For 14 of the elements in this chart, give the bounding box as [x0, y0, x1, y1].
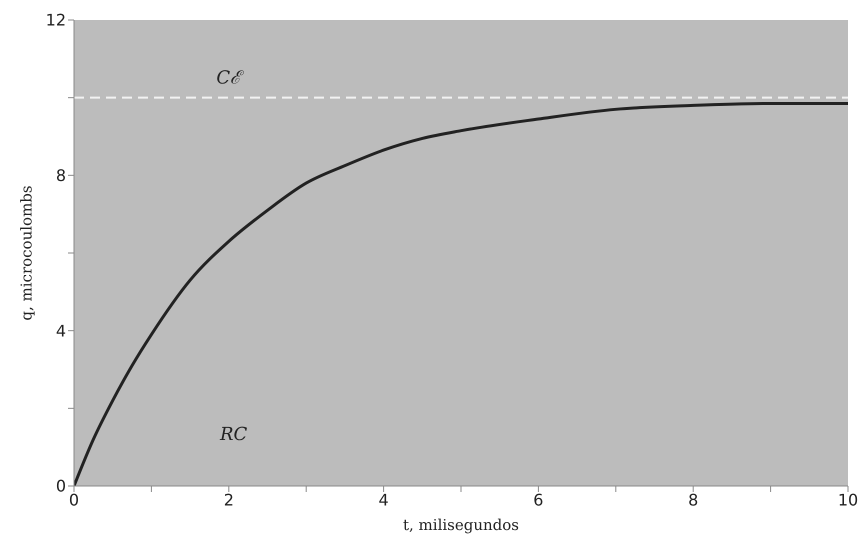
x-axis-title: t, milisegundos: [402, 516, 520, 534]
x-tick-label: 2: [224, 490, 234, 510]
x-tick-label: 10: [838, 490, 858, 510]
y-tick-label: 12: [46, 10, 66, 30]
x-tick-label: 4: [378, 490, 389, 510]
x-tick-label: 0: [68, 490, 80, 510]
y-tick-label: 4: [56, 321, 66, 340]
x-tick-label: 8: [688, 490, 698, 510]
y-tick-label: 8: [56, 166, 66, 186]
y-tick-label: 0: [56, 476, 66, 496]
ref-line-label: Cℰ: [216, 68, 244, 89]
x-tick-label: 6: [533, 490, 544, 510]
annotation: RC: [220, 424, 248, 445]
y-axis-title: q, microcoulombs: [17, 185, 36, 321]
